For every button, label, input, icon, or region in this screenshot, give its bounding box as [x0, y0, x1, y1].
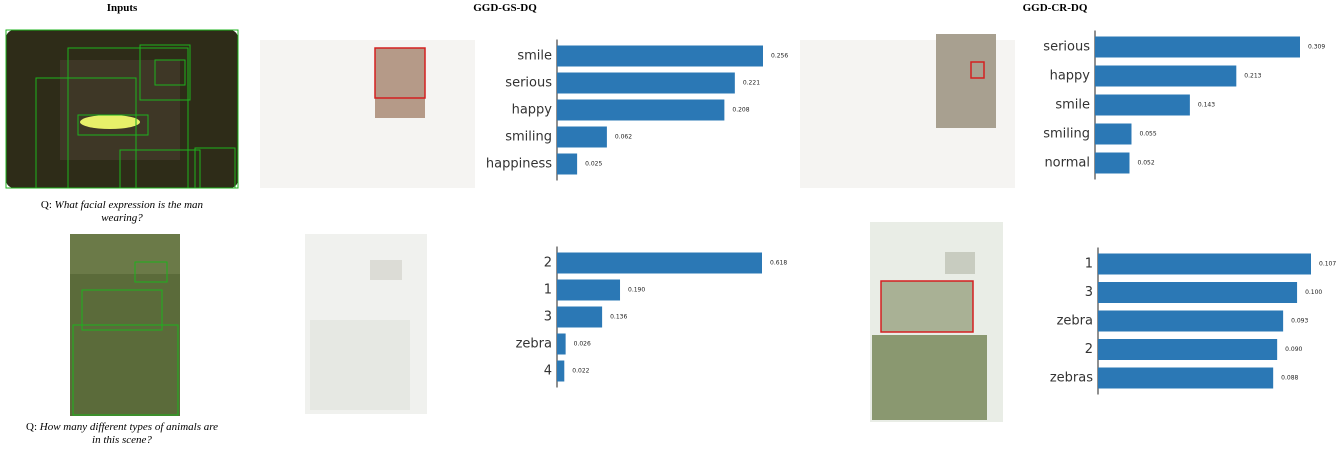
bar [557, 333, 566, 355]
column-header: GGD-GS-DQ [473, 2, 537, 14]
bar [1098, 253, 1311, 275]
question: Q: What facial expression is the man wea… [22, 199, 222, 225]
category-label: 4 [544, 364, 552, 379]
value-label: 0.093 [1291, 318, 1308, 325]
bar [1095, 94, 1190, 116]
input-image [70, 234, 180, 416]
bar [1098, 282, 1298, 303]
bar [1095, 65, 1237, 87]
category-label: serious [1043, 40, 1090, 55]
category-label: happiness [486, 157, 552, 172]
value-label: 0.090 [1285, 346, 1302, 353]
question-text: How many different types of animals are … [39, 421, 218, 446]
column-header: Inputs [107, 2, 138, 14]
input-image [5, 29, 239, 189]
category-label: 3 [544, 310, 552, 325]
value-label: 0.107 [1319, 261, 1336, 268]
question: Q: How many different types of animals a… [22, 421, 222, 447]
category-label: smiling [1043, 127, 1090, 142]
value-label: 0.309 [1308, 44, 1325, 51]
category-label: zebras [1050, 371, 1093, 386]
category-label: 1 [544, 283, 552, 298]
category-label: zebra [1057, 314, 1093, 329]
value-label: 0.213 [1244, 73, 1261, 80]
category-label: 2 [544, 256, 552, 271]
category-label: normal [1044, 156, 1090, 171]
value-label: 0.025 [585, 161, 602, 168]
value-label: 0.143 [1198, 102, 1215, 109]
category-label: 1 [1085, 257, 1093, 272]
value-label: 0.618 [770, 260, 787, 267]
bar [1098, 310, 1284, 332]
category-label: smile [517, 49, 552, 64]
bar [557, 279, 621, 301]
value-label: 0.088 [1281, 375, 1298, 382]
value-label: 0.208 [732, 107, 749, 114]
value-label: 0.221 [743, 80, 760, 87]
value-label: 0.052 [1137, 160, 1154, 167]
value-label: 0.100 [1305, 289, 1322, 296]
bar [557, 153, 578, 175]
category-label: happy [1050, 69, 1091, 84]
bar [557, 126, 607, 148]
value-label: 0.062 [615, 134, 632, 141]
question-prefix: Q: [40, 199, 52, 211]
bar [557, 306, 603, 328]
value-label: 0.136 [610, 314, 627, 321]
attention-image [800, 34, 1015, 422]
bar [1095, 36, 1300, 58]
value-label: 0.022 [572, 368, 589, 375]
bar [557, 45, 763, 67]
category-label: 2 [1085, 342, 1093, 357]
column-header: GGD-CR-DQ [1023, 2, 1088, 14]
category-label: 3 [1085, 285, 1093, 300]
bar [557, 72, 735, 94]
category-label: serious [505, 76, 552, 91]
bar [1095, 123, 1132, 145]
category-label: happy [512, 103, 553, 118]
category-label: smile [1055, 98, 1090, 113]
attention-image [260, 40, 475, 414]
bar [1098, 367, 1274, 389]
bar [557, 360, 565, 382]
category-label: zebra [516, 337, 552, 352]
question-prefix: Q: [26, 421, 38, 433]
value-label: 0.190 [628, 287, 645, 294]
value-label: 0.055 [1139, 131, 1156, 138]
bar [557, 99, 725, 121]
bar [1098, 339, 1278, 360]
bar [557, 252, 762, 274]
value-label: 0.026 [574, 341, 591, 348]
value-label: 0.256 [771, 53, 788, 60]
category-label: smiling [505, 130, 552, 145]
question-text: What facial expression is the man wearin… [54, 199, 204, 224]
bar [1095, 152, 1130, 174]
